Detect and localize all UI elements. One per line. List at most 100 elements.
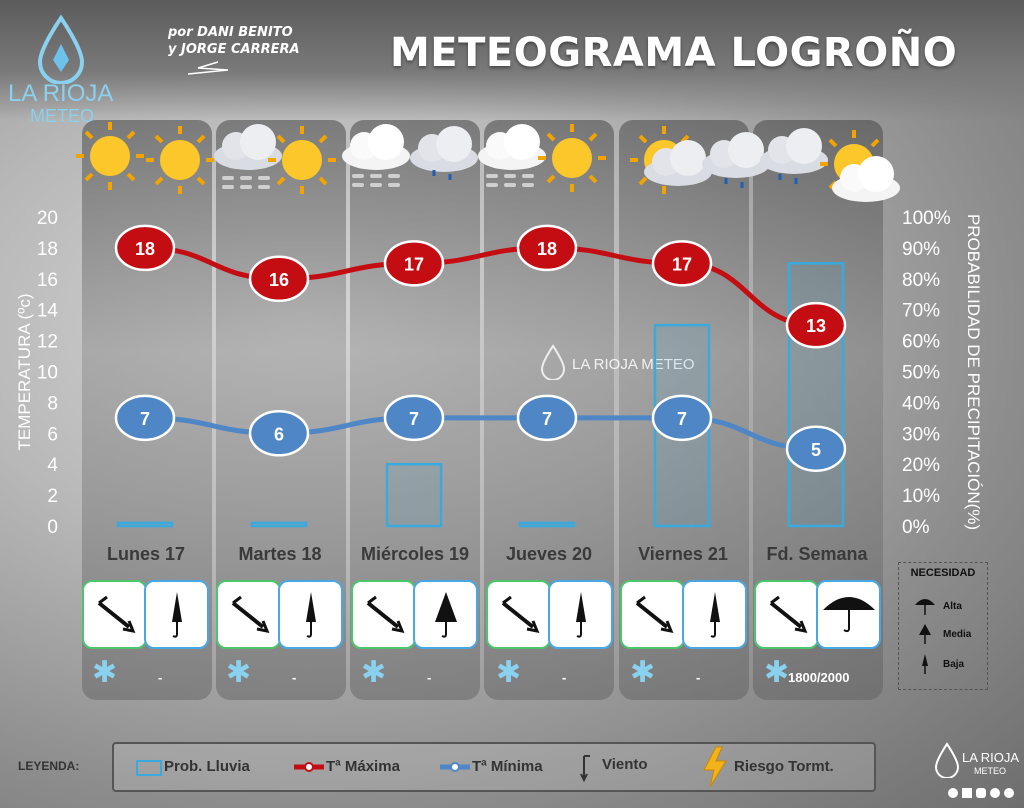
umbrella-icon: [821, 590, 877, 641]
y-left-tick-label: 12: [37, 332, 58, 353]
signature-icon: [187, 61, 229, 75]
umbrella-card: [548, 580, 613, 649]
legend: Prob. Lluvia Tª Máxima Tª Mínima Viento …: [112, 742, 876, 792]
snowflake-icon: ✱: [764, 656, 790, 689]
min-temp-marker: [383, 394, 445, 442]
umbrella-icon: [433, 590, 459, 645]
legend-heading: LEYENDA:: [18, 759, 80, 773]
rain-probability-bar: [385, 462, 443, 528]
droplet-logo-icon: [37, 14, 85, 84]
instagram-icon[interactable]: [976, 788, 986, 798]
umbrella-medium-icon: [919, 624, 931, 644]
wind-legend-icon: [580, 755, 590, 782]
necesidad-panel: NECESIDAD Alta Media Baja: [898, 562, 988, 690]
max-temp-data-label: 13: [806, 316, 826, 336]
legend-wind-label: Viento: [602, 756, 648, 773]
telegram-icon[interactable]: [990, 788, 1000, 798]
snowflake-icon: ✱: [496, 656, 522, 689]
umbrella-icon: [705, 590, 725, 645]
credit-line-2: y JORGE CARRERA: [168, 42, 300, 57]
meteogram-chart: 0 2 4 6 8 10 12 14 16 18 20 0% 10% 20% 30% 40% 50% 60% 70%…: [15, 208, 983, 538]
umbrella-card: [413, 580, 478, 649]
y-right-tick-label: 80%: [902, 270, 940, 291]
necesidad-baja: Baja: [943, 659, 965, 670]
y-left-tick-label: 14: [37, 301, 59, 322]
umbrella-icon: [301, 590, 321, 645]
min-temp-marker: [516, 394, 578, 442]
y-left-tick-label: 8: [47, 393, 58, 414]
max-temp-marker: [651, 240, 713, 287]
wind-arrow-icon: [631, 593, 675, 642]
snow-level-text: 1800/2000: [788, 670, 850, 685]
necesidad-media: Media: [943, 629, 972, 640]
max-temp-data-label: 16: [269, 270, 289, 290]
necesidad-alta: Alta: [943, 601, 962, 612]
min-temp-marker: [248, 410, 310, 457]
max-temp-data-label: 17: [672, 254, 692, 274]
y-right-axis-label: PROBABILIDAD DE PRECIPITACIÓN(%): [964, 214, 983, 530]
snow-level-text: -: [158, 670, 163, 685]
min-temp-data-label: 5: [811, 440, 821, 460]
snow-level-text: -: [562, 670, 567, 685]
legend-max-swatch: [294, 762, 324, 772]
legend-rain-swatch: [136, 760, 162, 776]
wind-arrow-icon: [765, 593, 809, 642]
legend-min-label: Tª Mínima: [472, 758, 543, 775]
wind-card: [82, 580, 147, 649]
footer-logo-name: LA RIOJA: [962, 750, 1020, 765]
rain-probability-bar: [250, 521, 308, 528]
min-temp-marker: [785, 425, 847, 472]
rain-probability-bar: [116, 521, 174, 528]
max-temp-marker: [516, 224, 578, 272]
max-temp-marker: [248, 255, 310, 303]
y-left-axis-label: TEMPERATURA (ºc): [15, 293, 34, 450]
wind-card: [754, 580, 819, 649]
snow-level-text: -: [696, 670, 701, 685]
min-temp-marker: [651, 394, 713, 442]
fog-icon: [486, 174, 534, 187]
max-temp-marker: [114, 224, 176, 272]
min-temp-data-label: 7: [542, 409, 552, 429]
y-left-tick-label: 0: [47, 517, 58, 538]
y-right-tick-label: 30%: [902, 424, 940, 445]
fog-icon: [352, 174, 400, 187]
snowflake-icon: ✱: [226, 656, 252, 689]
day-label: Miércoles 19: [360, 544, 470, 564]
whatsapp-icon[interactable]: [1004, 788, 1014, 798]
rain-cloud-icon: [760, 128, 828, 174]
min-temp-marker: [114, 394, 176, 442]
min-temp-line: [142, 415, 819, 452]
day-label: Jueves 20: [505, 544, 593, 564]
footer-logo-sub: METEO: [974, 766, 1007, 776]
lightning-icon: [703, 746, 727, 788]
snowflake-icon: ✱: [92, 656, 118, 689]
facebook-icon[interactable]: [948, 788, 958, 798]
sun-icon: [536, 122, 608, 194]
y-left-tick-label: 18: [37, 239, 58, 260]
fog-icon: [222, 176, 270, 189]
umbrella-closed-icon: [922, 654, 928, 674]
legend-max-label: Tª Máxima: [326, 758, 400, 775]
rain-probability-bar: [518, 521, 576, 528]
snowflake-icon: ✱: [630, 656, 656, 689]
watermark-logo-icon: [540, 344, 566, 380]
wind-card: [216, 580, 281, 649]
rain-drops-icon: [778, 172, 798, 186]
wind-arrow-icon: [227, 593, 271, 642]
min-temp-data-label: 6: [274, 424, 284, 444]
y-right-tick-label: 60%: [902, 332, 940, 353]
day-label: Viernes 21: [638, 544, 728, 564]
umbrella-card: [816, 580, 881, 649]
min-temp-data-label: 7: [409, 409, 419, 429]
cloud-icon: [342, 124, 410, 170]
y-right-tick-label: 20%: [902, 455, 940, 476]
snowflake-icon: ✱: [361, 656, 387, 689]
umbrella-icon: [167, 590, 187, 645]
x-icon[interactable]: [962, 788, 972, 798]
wind-card: [620, 580, 685, 649]
cloud-icon: [214, 124, 282, 170]
legend-rain-label: Prob. Lluvia: [164, 758, 250, 775]
max-temp-marker: [785, 301, 847, 349]
y-right-tick-label: 70%: [902, 301, 940, 322]
max-temp-data-label: 18: [135, 239, 155, 259]
